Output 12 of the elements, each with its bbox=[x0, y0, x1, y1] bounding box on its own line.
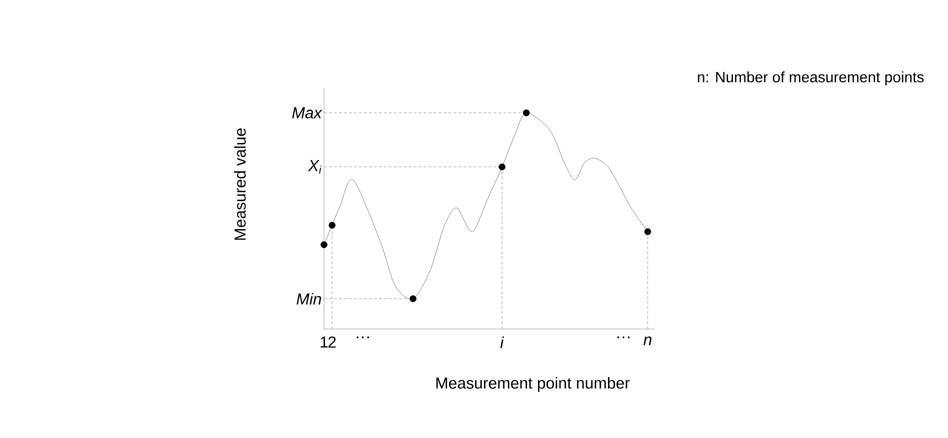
x-tick-label: n bbox=[644, 336, 652, 346]
text: n: Number of measurement points bbox=[698, 71, 924, 86]
series-label: Min bbox=[296, 292, 322, 305]
x-tick-label: 1 bbox=[320, 336, 328, 348]
x-tick-label: ··· bbox=[617, 336, 630, 338]
y-axis-title: Measured value bbox=[234, 128, 246, 240]
series-label: X$_{i}$ bbox=[308, 160, 322, 174]
x-axis-title: Measurement point number bbox=[436, 377, 630, 392]
x-tick-label: 2 bbox=[328, 336, 336, 348]
x-tick-label: i bbox=[500, 336, 504, 348]
x-tick-label: ··· bbox=[356, 336, 369, 338]
series-label: Max bbox=[292, 107, 322, 118]
